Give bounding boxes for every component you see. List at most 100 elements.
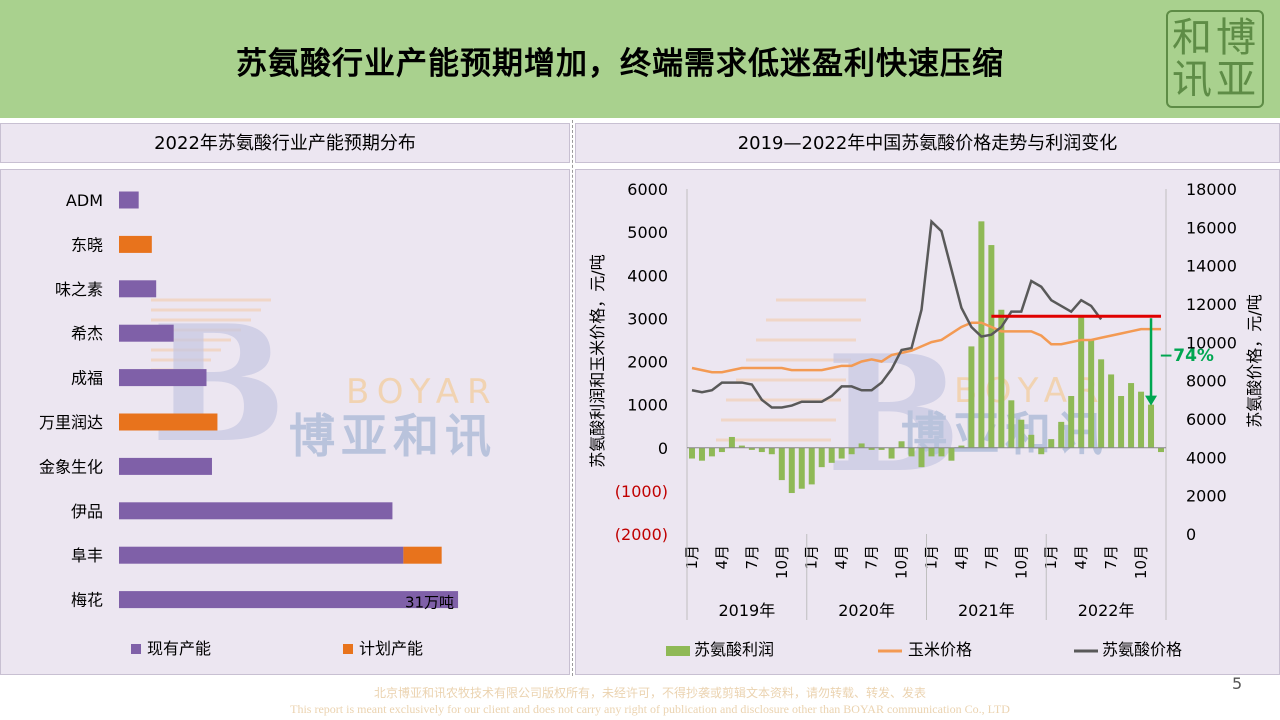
profit-bar (958, 445, 965, 448)
profit-bar (728, 436, 735, 448)
legend-label-profit: 苏氨酸利润 (694, 640, 774, 659)
profit-bar (818, 447, 825, 468)
panel-divider (572, 120, 573, 676)
existing-capacity-bar (119, 280, 157, 298)
profit-bar (1148, 404, 1155, 448)
existing-capacity-bar (119, 324, 174, 342)
legend-swatch-existing (131, 644, 141, 654)
category-label: 希杰 (71, 324, 103, 343)
profit-bar (688, 447, 695, 459)
copyright-cn: 北京博亚和讯农牧技术有限公司版权所有，未经许可，不得抄袭或剪辑文本资料，请勿转载… (373, 686, 926, 700)
existing-capacity-bar (119, 369, 207, 387)
profit-bar (768, 447, 775, 455)
profit-bar (988, 245, 995, 448)
profit-bar (878, 447, 885, 450)
category-label: 成福 (71, 369, 103, 388)
profit-bar (858, 443, 865, 448)
legend-swatch-profit (666, 646, 690, 656)
month-tick-label: 7月 (982, 545, 1000, 570)
category-label: 伊品 (71, 502, 103, 521)
month-tick-label: 1月 (922, 545, 940, 570)
existing-capacity-bar (119, 591, 459, 609)
right-axis-tick: 16000 (1186, 218, 1237, 237)
profit-bar (718, 447, 725, 453)
right-axis-tick: 2000 (1186, 487, 1227, 506)
month-tick-label: 1月 (1042, 545, 1060, 570)
profit-bar (928, 447, 935, 457)
month-tick-label: 1月 (683, 545, 701, 570)
profit-bar (998, 309, 1005, 448)
profit-bar (738, 445, 745, 448)
profit-bar (968, 346, 975, 448)
svg-text:B: B (826, 320, 961, 508)
legend-label-planned: 计划产能 (359, 639, 423, 658)
planned-capacity-bar (403, 546, 442, 564)
capacity-annotation: 31万吨 (405, 594, 454, 612)
profit-bar (868, 447, 875, 450)
boyar-seal-logo: 和 博 讯 亚 (1166, 10, 1264, 108)
watermark-en-right: BOYAR (954, 371, 1107, 411)
planned-capacity-bar (119, 235, 152, 253)
category-label: 金象生化 (39, 457, 103, 476)
profit-bar (1038, 447, 1045, 455)
existing-capacity-bar (119, 546, 404, 564)
category-label: 东晓 (71, 235, 103, 254)
profit-bar (828, 447, 835, 463)
left-axis-tick: 6000 (627, 180, 668, 199)
profit-bar (1058, 421, 1065, 448)
corn-price-line (691, 321, 1162, 374)
profit-bar (948, 447, 955, 461)
profit-bar (918, 447, 925, 468)
left-axis-tick: 3000 (627, 309, 668, 328)
decline-annotation: −74% (1159, 346, 1214, 366)
month-tick-label: 4月 (1072, 545, 1090, 570)
legend-label-threonine: 苏氨酸价格 (1102, 640, 1182, 659)
month-tick-label: 10月 (893, 545, 911, 579)
profit-bar (908, 447, 915, 457)
right-chart-panel: B BOYAR 博亚和讯 6000 5000 4000 3000 2000 1000 0 (1… (575, 169, 1280, 675)
profit-bar (838, 447, 845, 459)
page-title: 苏氨酸行业产能预期增加，终端需求低迷盈利快速压缩 (236, 46, 1004, 82)
year-label: 2020年 (838, 601, 895, 620)
category-label: 味之素 (55, 280, 103, 299)
category-label: ADM (66, 191, 103, 210)
profit-bar (1028, 434, 1035, 448)
year-label: 2019年 (719, 601, 776, 620)
profit-bar (978, 221, 985, 448)
left-axis-tick: 5000 (627, 223, 668, 242)
right-axis-tick: 4000 (1186, 448, 1227, 467)
month-tick-label: 10月 (1132, 545, 1150, 579)
month-tick-label: 7月 (1102, 545, 1120, 570)
right-axis-tick: 0 (1186, 525, 1196, 544)
left-axis-tick: (1000) (615, 482, 668, 501)
profit-bar (1068, 396, 1075, 448)
left-axis-tick: (2000) (615, 525, 668, 544)
profit-bar (848, 447, 855, 455)
month-tick-label: 4月 (833, 545, 851, 570)
profit-bar (1138, 391, 1145, 448)
profit-bar (798, 447, 805, 489)
profit-bar (1158, 447, 1165, 453)
month-tick-label: 10月 (773, 545, 791, 579)
legend-label-corn: 玉米价格 (908, 640, 972, 659)
watermark-right: B BOYAR 博亚和讯 (716, 298, 1107, 508)
left-axis-title: 苏氨酸利润和玉米价格，元/吨 (588, 254, 607, 467)
right-axis-title: 苏氨酸价格，元/吨 (1245, 294, 1264, 427)
profit-bar (1088, 339, 1095, 448)
left-axis-tick: 1000 (627, 396, 668, 415)
month-tick-label: 4月 (952, 545, 970, 570)
month-tick-label: 1月 (803, 545, 821, 570)
right-axis-tick: 8000 (1186, 372, 1227, 391)
profit-bar (758, 447, 765, 453)
year-label: 2022年 (1078, 601, 1135, 620)
month-tick-label: 7月 (863, 545, 881, 570)
profit-bar (1048, 439, 1055, 448)
watermark-en-left: BOYAR (346, 372, 499, 412)
page-number: 5 (1232, 674, 1243, 693)
profit-bar (1128, 383, 1135, 448)
header-banner: 苏氨酸行业产能预期增加，终端需求低迷盈利快速压缩 和 博 讯 亚 (0, 0, 1280, 118)
right-axis-tick: 18000 (1186, 180, 1237, 199)
right-axis-tick: 10000 (1186, 333, 1237, 352)
profit-bar (1118, 396, 1125, 448)
existing-capacity-bar (119, 191, 139, 209)
